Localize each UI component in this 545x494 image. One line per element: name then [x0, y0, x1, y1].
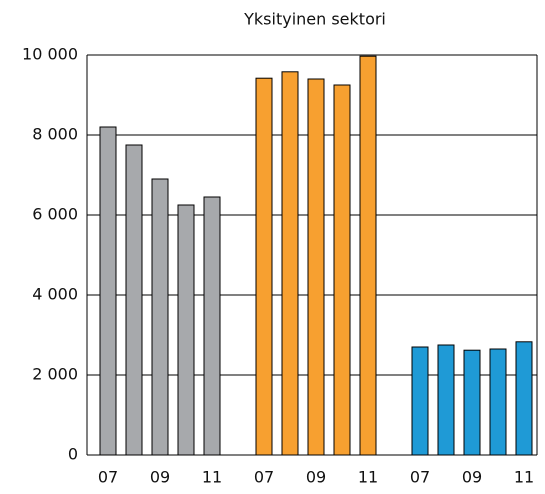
- bar: [359, 55, 377, 456]
- y-tick-label: 6 000: [32, 205, 78, 224]
- bar: [307, 78, 325, 456]
- bar: [125, 144, 143, 456]
- y-tick-label: 0: [68, 445, 78, 464]
- bar: [411, 346, 429, 456]
- chart-title: Yksityinen sektori: [243, 10, 386, 29]
- bar: [255, 77, 273, 456]
- bar: [515, 341, 533, 456]
- y-tick-label: 10 000: [22, 45, 78, 64]
- x-tick-label: 11: [514, 468, 534, 487]
- x-tick-label: 07: [410, 468, 430, 487]
- bar: [489, 348, 507, 456]
- y-tick-label: 4 000: [32, 285, 78, 304]
- bar: [281, 71, 299, 456]
- bar: [151, 178, 169, 456]
- x-tick-label: 09: [150, 468, 170, 487]
- y-tick-label: 2 000: [32, 365, 78, 384]
- bar: [203, 196, 221, 456]
- x-tick-label: 11: [358, 468, 378, 487]
- bar: [333, 84, 351, 456]
- bar: [437, 344, 455, 456]
- bar: [463, 349, 481, 456]
- bar: [99, 126, 117, 456]
- x-tick-label: 07: [254, 468, 274, 487]
- bar: [177, 204, 195, 456]
- y-tick-label: 8 000: [32, 125, 78, 144]
- x-tick-label: 09: [462, 468, 482, 487]
- x-tick-label: 07: [98, 468, 118, 487]
- x-tick-label: 11: [202, 468, 222, 487]
- x-tick-label: 09: [306, 468, 326, 487]
